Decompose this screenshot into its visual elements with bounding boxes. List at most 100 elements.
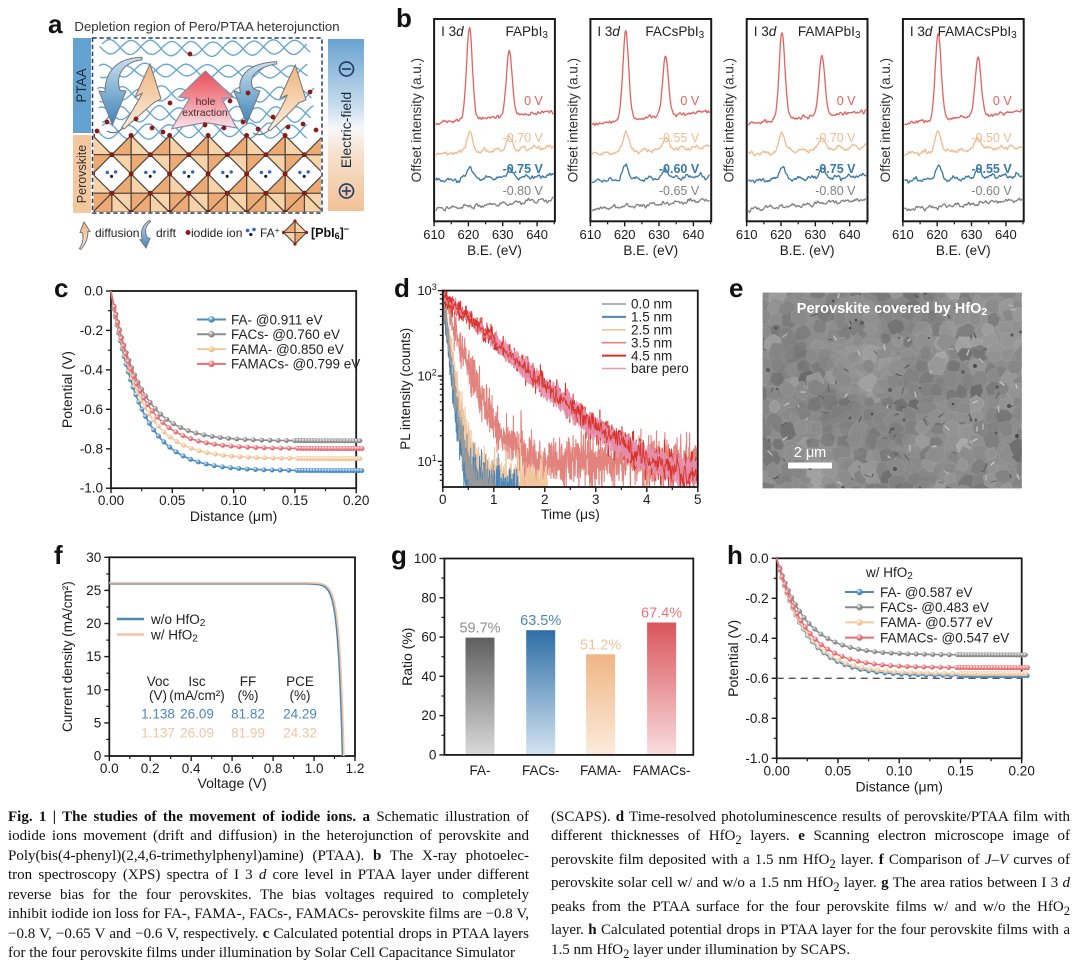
svg-text:Time (μs): Time (μs) [541,506,600,522]
svg-text:3: 3 [592,492,600,507]
svg-text:c: c [54,273,68,303]
svg-text:d: d [394,273,410,303]
svg-text:w/ HfO2: w/ HfO2 [150,628,198,645]
svg-text:e: e [729,273,743,303]
svg-text:30: 30 [86,550,101,565]
svg-text:24.32: 24.32 [283,726,317,741]
svg-text:81.99: 81.99 [231,726,265,741]
svg-text:FACsPbI3: FACsPbI3 [645,24,704,41]
svg-text:FAMACsPbI3: FAMACsPbI3 [938,24,1018,41]
svg-text:0.0: 0.0 [100,761,119,776]
svg-text:-1.0: -1.0 [80,481,103,496]
svg-text:Isc: Isc [188,674,206,689]
svg-text:103: 103 [417,282,436,298]
svg-text:0.00: 0.00 [764,763,790,778]
svg-text:620: 620 [926,227,948,242]
svg-text:(V): (V) [149,688,167,703]
svg-text:610: 610 [892,227,914,242]
svg-text:-0.4: -0.4 [745,631,769,646]
svg-text:1.0: 1.0 [305,761,324,776]
svg-text:-0.80 V: -0.80 V [503,184,544,198]
svg-text:PL intensity (counts): PL intensity (counts) [398,328,413,450]
svg-text:610: 610 [580,227,602,242]
svg-text:-0.8: -0.8 [745,711,768,726]
svg-text:f: f [54,540,63,570]
svg-text:60: 60 [421,630,436,645]
svg-text:26.09: 26.09 [180,726,214,741]
svg-text:620: 620 [770,227,792,242]
svg-text:0.00: 0.00 [98,493,124,508]
svg-text:-0.75 V: -0.75 V [503,162,544,176]
svg-text:40: 40 [421,669,436,684]
svg-text:0.2: 0.2 [141,761,160,776]
svg-text:0 V: 0 V [524,94,543,108]
svg-text:[PbI6]−: [PbI6]− [311,224,349,241]
svg-text:630: 630 [492,227,514,242]
svg-text:a: a [48,9,63,39]
svg-text:FACs-: FACs- [522,763,560,778]
svg-text:Offset intensity (a.u.): Offset intensity (a.u.) [878,58,893,182]
svg-text:FAPbI3: FAPbI3 [506,24,549,41]
svg-text:67.4%: 67.4% [641,606,682,622]
svg-text:(%): (%) [290,688,311,703]
svg-text:26.09: 26.09 [180,707,214,722]
svg-text:Voltage (V): Voltage (V) [198,775,267,791]
svg-text:-0.6: -0.6 [745,671,768,686]
svg-text:0 V: 0 V [680,94,699,108]
svg-text:Potential (V): Potential (V) [725,620,741,697]
svg-text:20: 20 [86,616,101,631]
svg-text:(mA/cm²): (mA/cm²) [169,688,224,703]
svg-text:Electric-field: Electric-field [338,92,354,168]
svg-text:0 V: 0 V [993,94,1012,108]
svg-text:0.20: 0.20 [1009,763,1035,778]
svg-text:Depletion region of Pero/PTAA: Depletion region of Pero/PTAA heterojunc… [74,19,339,34]
svg-text:Offset intensity (a.u.): Offset intensity (a.u.) [722,58,737,182]
svg-text:20: 20 [421,708,436,723]
svg-text:630: 630 [648,227,670,242]
svg-text:FAMACs- @0.547 eV: FAMACs- @0.547 eV [880,630,1009,645]
svg-text:640: 640 [683,227,705,242]
svg-text:FACs- @0.483 eV: FACs- @0.483 eV [880,600,989,615]
svg-text:w/o HfO2: w/o HfO2 [150,612,206,629]
svg-text:0.15: 0.15 [282,493,308,508]
svg-text:PTAA: PTAA [74,68,89,102]
svg-text:FA- @0.911 eV: FA- @0.911 eV [231,312,323,327]
svg-text:15: 15 [86,649,101,664]
svg-text:FAMAPbI3: FAMAPbI3 [798,24,861,41]
svg-text:g: g [391,540,407,570]
svg-text:I 3d: I 3d [597,24,620,39]
svg-text:-1.0: -1.0 [745,751,768,766]
svg-text:FA- @0.587 eV: FA- @0.587 eV [880,585,973,600]
svg-text:620: 620 [458,227,480,242]
svg-text:Perovskite: Perovskite [75,145,89,203]
svg-text:-0.80 V: -0.80 V [815,184,856,198]
svg-text:102: 102 [417,368,436,384]
svg-text:FAMACs-: FAMACs- [633,763,691,778]
svg-text:4: 4 [643,492,651,507]
svg-text:81.82: 81.82 [231,707,265,722]
svg-text:1.138: 1.138 [141,707,175,722]
svg-text:w/ HfO2: w/ HfO2 [865,565,913,582]
svg-text:-0.50 V: -0.50 V [971,131,1012,145]
svg-text:FAMA- @0.850 eV: FAMA- @0.850 eV [231,342,344,357]
svg-text:1.2: 1.2 [346,761,365,776]
svg-text:Distance (μm): Distance (μm) [190,508,277,524]
svg-text:0.05: 0.05 [159,493,185,508]
svg-text:hole: hole [196,96,216,108]
svg-text:0: 0 [429,747,437,762]
svg-text:h: h [727,540,743,570]
svg-text:diffusion: diffusion [95,226,139,240]
svg-text:I 3d: I 3d [754,24,777,39]
svg-text:Voc: Voc [147,674,170,689]
svg-text:610: 610 [423,227,445,242]
svg-text:51.2%: 51.2% [580,637,621,653]
svg-text:Potential (V): Potential (V) [59,351,75,428]
svg-text:3.5 nm: 3.5 nm [631,335,672,350]
svg-text:Offset intensity (a.u.): Offset intensity (a.u.) [565,58,580,182]
svg-text:Ratio (%): Ratio (%) [399,628,415,686]
svg-text:5: 5 [694,492,702,507]
svg-text:0: 0 [94,749,102,764]
svg-text:2 μm: 2 μm [794,445,827,461]
svg-text:2.5 nm: 2.5 nm [631,323,672,338]
svg-text:-0.8: -0.8 [80,441,103,456]
